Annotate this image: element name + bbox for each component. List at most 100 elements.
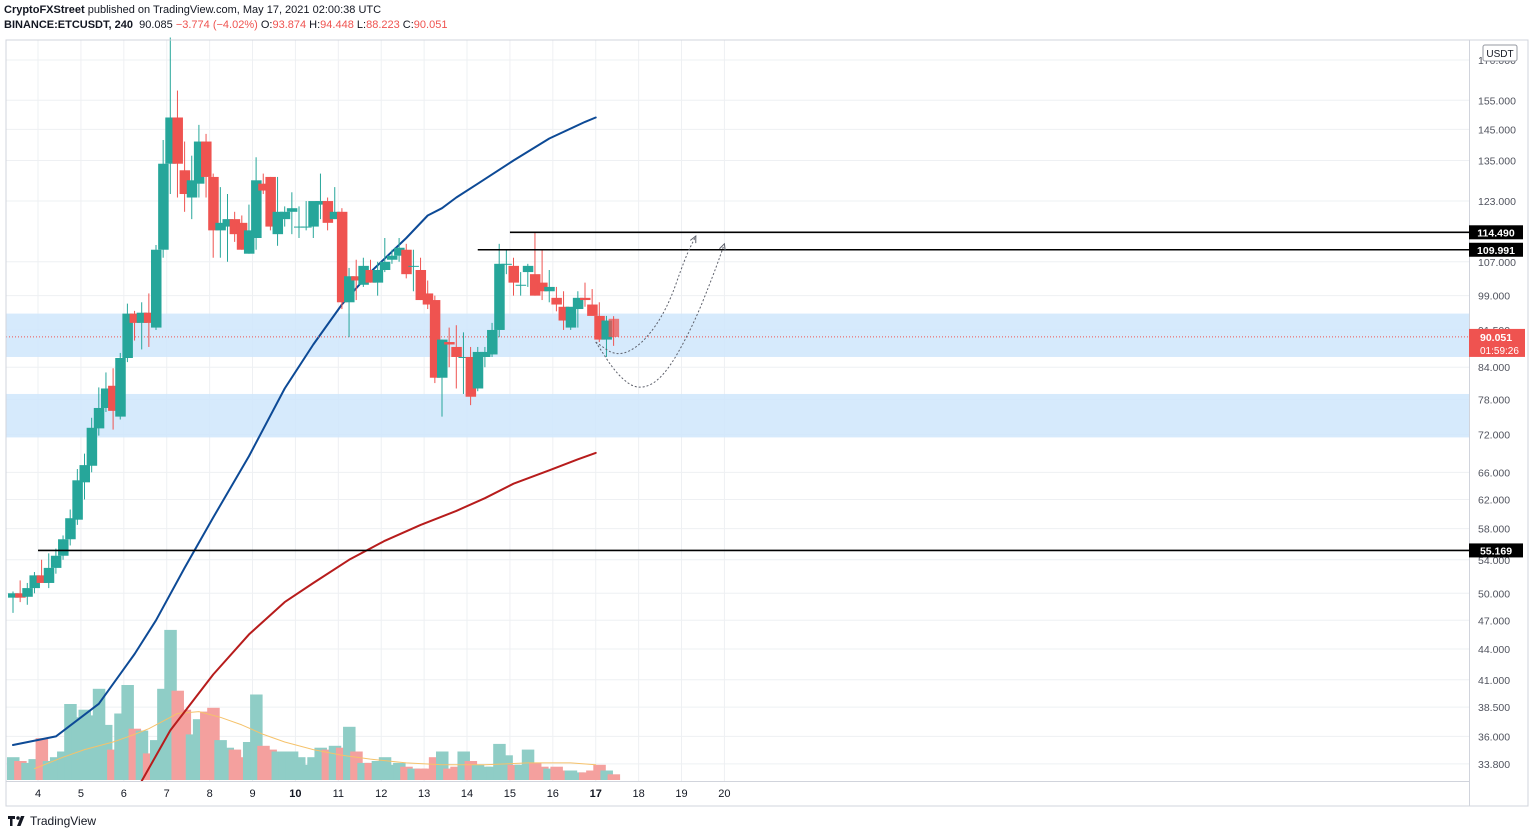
- candle-body: [451, 346, 462, 357]
- projection-arrowhead: [689, 235, 697, 244]
- price-labels: 114.490 109.991 55.169 90.051 01:59:26: [1469, 225, 1525, 558]
- time-tick-label: 20: [718, 788, 730, 800]
- candle-body: [86, 427, 98, 466]
- candle-body: [265, 176, 276, 227]
- volume-bar: [564, 770, 578, 780]
- price-tick-label: 135.000: [1478, 155, 1516, 167]
- price-tick-label: 66.000: [1478, 467, 1510, 479]
- candle-body: [272, 211, 284, 235]
- level-label: 55.169: [1480, 545, 1512, 557]
- moving-averages: [6, 116, 1469, 782]
- level-label: 114.490: [1477, 227, 1515, 239]
- time-tick-label: 10: [289, 788, 301, 800]
- candle-body: [401, 249, 412, 275]
- symbol-name: BINANCE:ETCUSDT, 240: [4, 19, 133, 31]
- candle-body: [36, 575, 48, 583]
- candle-body: [100, 388, 112, 408]
- candle-body: [136, 312, 148, 323]
- candle-body: [65, 518, 76, 540]
- volume-bar: [586, 770, 599, 780]
- candle-body: [279, 211, 291, 220]
- last-price: 90.085: [139, 19, 173, 31]
- candle-body: [565, 306, 577, 328]
- level-label-bg: [1469, 242, 1523, 257]
- candle-body: [351, 276, 362, 281]
- price-tick-label: 84.000: [1478, 362, 1510, 374]
- candle-body: [458, 356, 469, 358]
- candle-body: [243, 230, 255, 254]
- candle-body: [508, 265, 519, 283]
- price-tick-label: 145.000: [1478, 124, 1516, 136]
- candle-body: [379, 261, 391, 270]
- candle-body: [408, 265, 419, 267]
- candle-body: [537, 282, 548, 292]
- price-axis[interactable]: 170.000155.000145.000135.000123.000107.0…: [1478, 55, 1516, 771]
- candle-body: [50, 555, 62, 568]
- candle-body: [544, 286, 555, 292]
- candle-body: [501, 263, 512, 265]
- volume-bar: [579, 772, 592, 780]
- published-text: published on TradingView.com, May 17, 20…: [87, 4, 382, 16]
- price-tick-label: 54.000: [1478, 555, 1510, 567]
- candle-body: [236, 222, 248, 250]
- candle-body: [494, 263, 505, 330]
- candle-body: [172, 117, 183, 164]
- price-tick-label: 41.000: [1478, 675, 1510, 687]
- time-tick-label: 14: [461, 788, 473, 800]
- low-value: 88.223: [366, 19, 400, 31]
- volume-bar: [443, 768, 456, 780]
- price-tick-label: 50.000: [1478, 588, 1510, 600]
- author-name: CryptoFXStreet: [4, 4, 85, 16]
- candle-body: [487, 329, 498, 355]
- volume-bar: [607, 774, 621, 780]
- candle-body: [158, 163, 169, 250]
- time-tick-label: 5: [78, 788, 84, 800]
- candle-body: [215, 222, 226, 231]
- time-tick-label: 13: [418, 788, 430, 800]
- currency-label: USDT: [1486, 49, 1513, 60]
- candle-body: [551, 297, 562, 305]
- candle-body: [93, 407, 105, 429]
- candle-body: [329, 211, 341, 220]
- publish-info: CryptoFXStreet published on TradingView.…: [4, 4, 381, 16]
- candle-body: [22, 588, 33, 597]
- price-tick-label: 47.000: [1478, 615, 1510, 627]
- volume-bar: [571, 772, 585, 780]
- price-tick-label: 99.000: [1478, 291, 1510, 303]
- candle-body: [315, 201, 326, 205]
- candle-body: [229, 219, 241, 235]
- open-value: 93.874: [272, 19, 307, 31]
- candle-body: [529, 274, 541, 296]
- close-label: C:: [402, 19, 414, 31]
- current-price-label: 90.051: [1480, 332, 1512, 344]
- candle-body: [472, 351, 484, 389]
- candle-body: [43, 567, 55, 583]
- candle-body: [386, 255, 398, 260]
- price-tick-label: 155.000: [1478, 95, 1516, 107]
- candle-body: [179, 170, 191, 195]
- candle-body: [515, 284, 527, 286]
- demand-zone: [6, 313, 1469, 357]
- projection-arrowhead: [719, 242, 726, 251]
- price-tick-label: 44.000: [1478, 644, 1510, 656]
- candle-body: [394, 247, 405, 256]
- price-tick-label: 72.000: [1478, 429, 1510, 441]
- price-tick-label: 123.000: [1478, 196, 1516, 208]
- time-axis[interactable]: 4 5 6 7 8 9 10 11 12 13 14 15 16 17 18 19 20: [35, 788, 731, 800]
- candle-body: [372, 269, 384, 283]
- volume-bar: [414, 768, 428, 780]
- price-tick-label: 33.800: [1478, 759, 1510, 771]
- candle-body: [286, 208, 298, 212]
- tradingview-brand: TradingView: [30, 814, 97, 828]
- tradingview-footer[interactable]: TradingView: [8, 814, 96, 828]
- horizontal-levels: [38, 231, 1469, 552]
- candle-body: [186, 180, 198, 198]
- projection-path: [595, 235, 697, 355]
- currency-badge: USDT: [1482, 44, 1518, 62]
- time-tick-label: 11: [333, 788, 344, 800]
- projection-path: [595, 243, 725, 388]
- candle-body: [165, 117, 176, 164]
- candle-body: [129, 313, 141, 323]
- time-tick-label: 6: [121, 788, 127, 800]
